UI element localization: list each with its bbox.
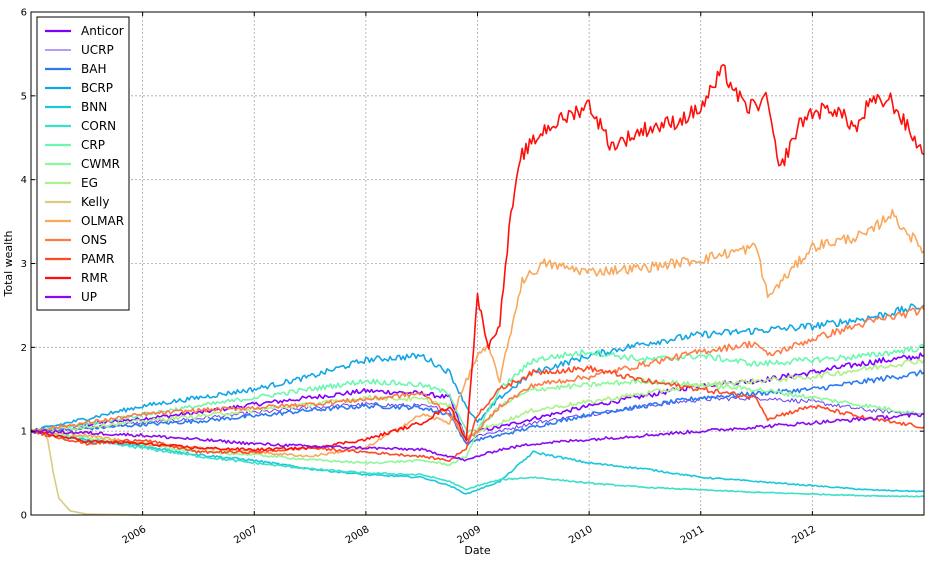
series-line-rmr	[30, 63, 925, 452]
x-axis-label: Date	[464, 544, 491, 557]
legend-entry-label: CWMR	[81, 157, 120, 171]
y-tick-label: 1	[21, 427, 27, 438]
legend-entry-label: BCRP	[81, 81, 113, 95]
legend-entry-label: PAMR	[81, 252, 114, 266]
series-line-corn	[30, 429, 925, 498]
series-line-ucrp	[30, 395, 925, 445]
legend-entry-label: EG	[81, 176, 98, 190]
series-line-ons	[30, 305, 925, 440]
legend-entry-label: BNN	[81, 100, 107, 114]
series-line-eg	[30, 358, 925, 438]
legend-entry-label: UCRP	[81, 43, 114, 57]
y-tick-label: 0	[21, 511, 27, 522]
legend: Anticor UCRP BAH BCRP BNN CORN CRP CWMR EG Kelly O…	[36, 16, 130, 311]
legend-entry-label: RMR	[81, 271, 108, 285]
legend-entry-label: BAH	[81, 62, 106, 76]
y-tick-label: 3	[21, 259, 27, 270]
legend-entry-label: UP	[81, 290, 97, 304]
series-line-olmar	[30, 208, 925, 458]
y-axis-label: Total wealth	[2, 230, 15, 297]
series-line-bcrp	[30, 303, 925, 434]
y-tick-label: 6	[21, 8, 27, 19]
y-tick-label: 2	[21, 343, 27, 354]
y-tick-label: 5	[21, 91, 27, 102]
series-line-bnn	[30, 429, 925, 495]
series-line-pamr	[30, 365, 925, 463]
series-line-up	[30, 412, 925, 462]
grid	[31, 12, 924, 515]
legend-entry-label: OLMAR	[81, 214, 124, 228]
legend-entry-label: ONS	[81, 233, 107, 247]
y-tick-label: 4	[21, 175, 27, 186]
legend-entry-label: Kelly	[81, 195, 109, 209]
legend-entry-label: Anticor	[81, 24, 124, 38]
legend-entry-label: CORN	[81, 119, 116, 133]
legend-entry-label: CRP	[81, 138, 105, 152]
